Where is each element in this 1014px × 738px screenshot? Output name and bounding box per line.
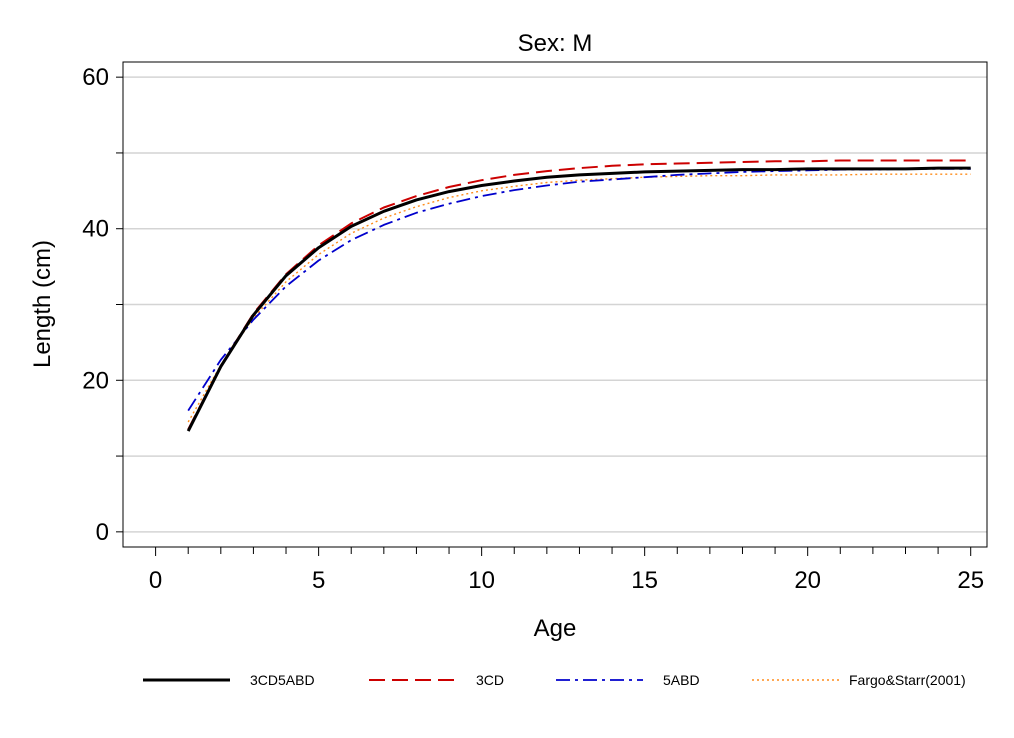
y-tick-label: 0 [96, 519, 109, 546]
legend-label: 5ABD [663, 672, 700, 688]
x-tick-label: 20 [794, 567, 821, 594]
x-axis-title: Age [534, 615, 577, 642]
legend: 3CD5ABD 3CD 5ABD Fargo&Starr(2001) [143, 672, 966, 688]
x-tick-label: 15 [631, 567, 658, 594]
series-line-fargo-starr-2001 [187, 173, 971, 423]
y-tick-label: 40 [82, 216, 109, 243]
x-tick-label: 0 [149, 567, 162, 594]
chart-title: Sex: M [518, 30, 593, 57]
series-line-3cd5abd [186, 166, 971, 432]
x-tick-label: 25 [957, 567, 984, 594]
x-tick-label: 10 [468, 567, 495, 594]
legend-label: 3CD5ABD [250, 672, 315, 688]
legend-label: 3CD [476, 672, 504, 688]
y-axis-title: Length (cm) [29, 240, 56, 368]
y-tick-label: 60 [82, 64, 109, 91]
legend-label: Fargo&Starr(2001) [849, 672, 966, 688]
x-tick-label: 5 [312, 567, 325, 594]
gridlines [123, 76, 987, 533]
y-tick-label: 20 [82, 367, 109, 394]
axes: 0 20 40 60 0 5 10 15 20 25 [82, 64, 984, 594]
series-line-3cd [187, 159, 971, 430]
series-line-5abd [187, 167, 971, 412]
series-lines [186, 159, 971, 432]
